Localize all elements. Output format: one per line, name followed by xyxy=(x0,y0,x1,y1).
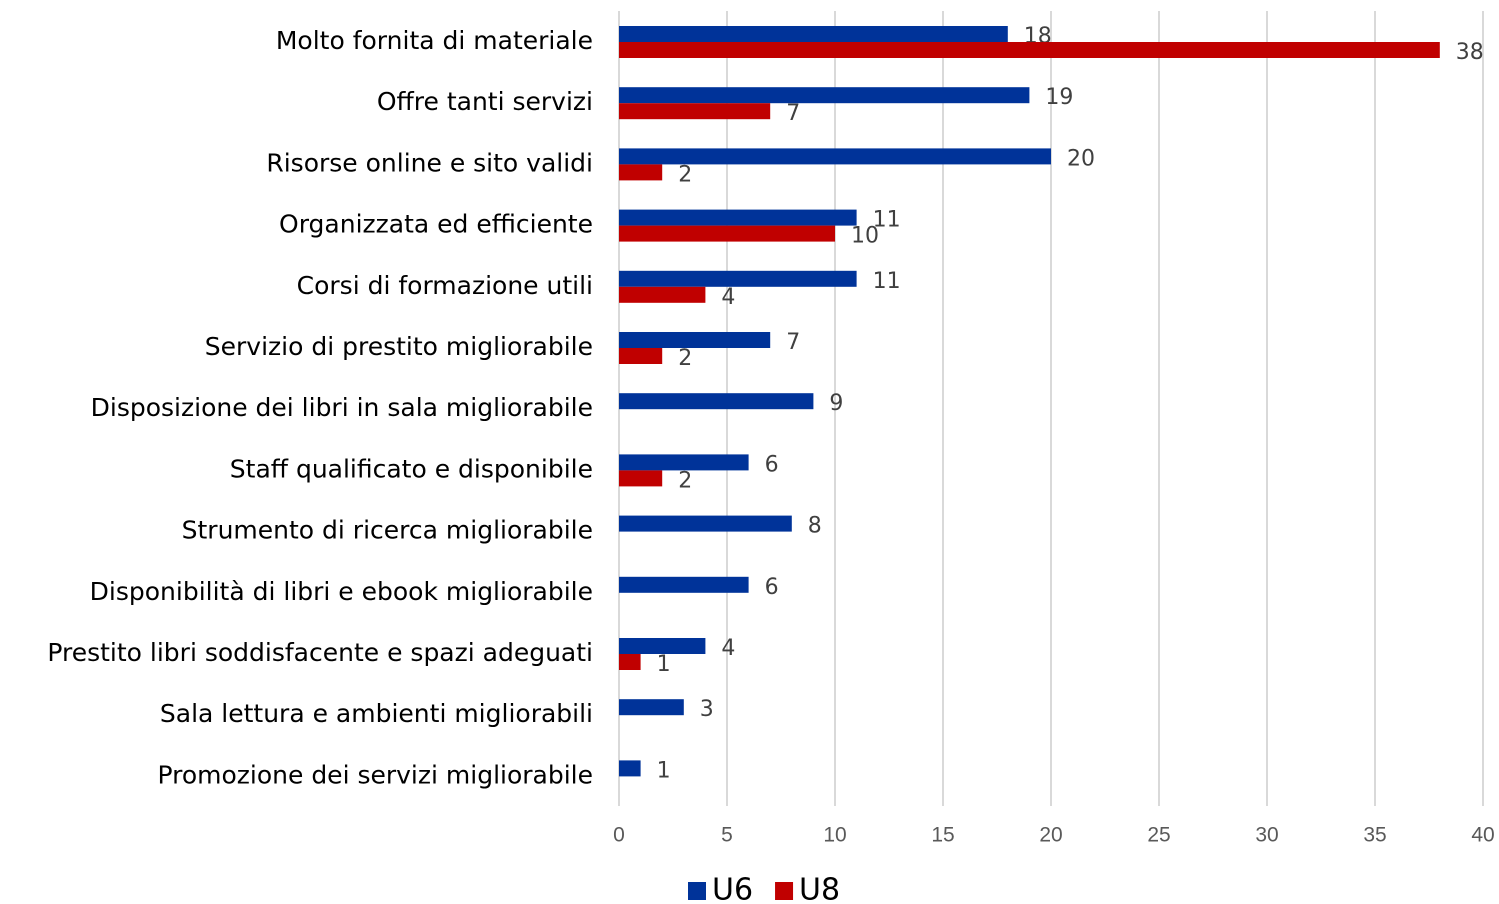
bar xyxy=(619,638,706,654)
value-label: 19 xyxy=(1045,85,1073,110)
value-label: 7 xyxy=(786,330,800,355)
category-label: Disposizione dei libri in sala migliorab… xyxy=(91,393,593,422)
bar xyxy=(619,164,663,181)
category-label: Promozione dei servizi migliorabile xyxy=(157,760,593,789)
category-label: Corsi di formazione utili xyxy=(297,271,593,300)
category-label: Servizio di prestito migliorabile xyxy=(205,332,593,361)
value-label: 3 xyxy=(700,697,714,722)
value-label: 2 xyxy=(678,162,692,187)
bar xyxy=(619,654,641,670)
category-label: Disponibilità di libri e ebook migliorab… xyxy=(90,577,593,606)
value-label: 6 xyxy=(765,575,779,600)
legend-swatch xyxy=(775,882,794,900)
legend-label: U8 xyxy=(799,873,840,904)
value-label: 11 xyxy=(873,208,901,233)
x-tick-label: 15 xyxy=(931,824,954,847)
legend-swatch xyxy=(688,882,706,900)
bar xyxy=(619,42,1440,58)
value-label: 38 xyxy=(1456,40,1484,65)
value-label: 20 xyxy=(1067,146,1095,171)
value-label: 4 xyxy=(721,285,735,310)
category-label: Sala lettura e ambienti migliorabili xyxy=(160,699,593,728)
value-label: 7 xyxy=(786,101,800,126)
category-label: Offre tanti servizi xyxy=(377,87,593,116)
category-label: Staff qualificato e disponibile xyxy=(230,454,593,483)
bar xyxy=(619,148,1051,165)
bar xyxy=(619,515,792,532)
value-label: 2 xyxy=(678,346,692,371)
value-label: 4 xyxy=(721,636,735,661)
x-tick-label: 5 xyxy=(721,824,733,847)
x-tick-label: 40 xyxy=(1471,824,1494,847)
category-label: Molto fornita di materiale xyxy=(276,26,593,55)
bar xyxy=(619,470,663,487)
value-label: 1 xyxy=(657,652,671,677)
x-tick-label: 20 xyxy=(1039,824,1062,847)
value-label: 6 xyxy=(765,452,779,477)
x-tick-label: 35 xyxy=(1363,824,1386,847)
value-label: 10 xyxy=(851,224,879,249)
value-label: 1 xyxy=(657,758,671,783)
category-label: Organizzata ed efficiente xyxy=(279,210,593,239)
legend-label: U6 xyxy=(712,873,753,904)
bar xyxy=(619,286,706,303)
bar xyxy=(619,699,684,716)
bar xyxy=(619,760,641,777)
value-label: 11 xyxy=(873,269,901,294)
bar xyxy=(619,87,1030,104)
x-tick-label: 30 xyxy=(1255,824,1278,847)
category-label: Strumento di ricerca migliorabile xyxy=(182,516,593,545)
bar xyxy=(619,348,663,364)
bar xyxy=(619,103,771,120)
category-label: Risorse online e sito validi xyxy=(266,148,593,177)
bar xyxy=(619,225,835,242)
x-tick-label: 0 xyxy=(613,824,625,847)
bar xyxy=(619,26,1008,42)
x-tick-label: 25 xyxy=(1147,824,1170,847)
bar xyxy=(619,270,857,287)
bar xyxy=(619,332,771,348)
value-label: 9 xyxy=(829,391,843,416)
category-label: Prestito libri soddisfacente e spazi ade… xyxy=(47,638,593,667)
value-label: 2 xyxy=(678,468,692,493)
bar xyxy=(619,393,814,410)
bar xyxy=(619,454,749,471)
x-tick-label: 10 xyxy=(823,824,846,847)
value-label: 8 xyxy=(808,514,822,539)
bar xyxy=(619,209,857,226)
bar xyxy=(619,576,749,593)
